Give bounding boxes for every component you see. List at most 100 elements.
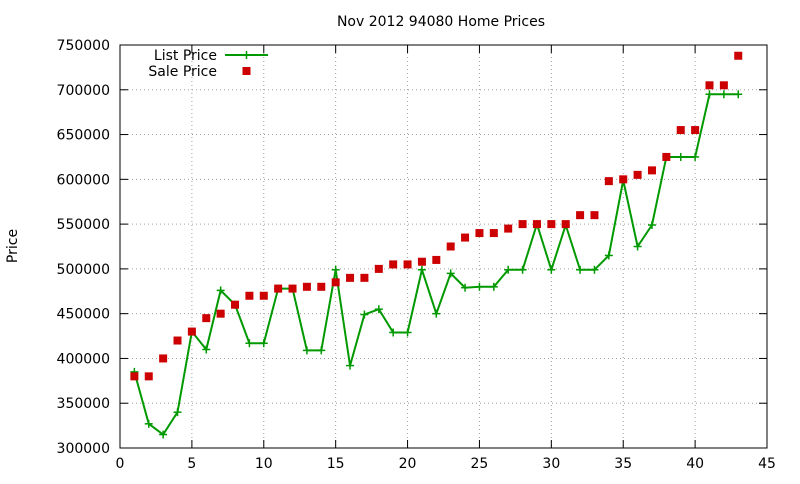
y-tick-label: 550000	[57, 217, 110, 233]
data-point	[662, 152, 671, 161]
data-point	[274, 284, 283, 293]
y-tick-label: 700000	[57, 83, 110, 99]
x-tick-label: 20	[399, 456, 417, 472]
data-point	[144, 419, 153, 428]
x-tick-label: 45	[758, 456, 776, 472]
data-point	[346, 273, 355, 282]
x-tick-label: 15	[327, 456, 345, 472]
data-point	[446, 242, 455, 251]
x-tick-label: 30	[542, 456, 560, 472]
data-point	[719, 90, 728, 99]
y-tick-label: 750000	[57, 38, 110, 54]
data-point	[245, 291, 254, 300]
data-point	[130, 372, 139, 381]
data-point	[604, 177, 613, 186]
y-axis-label: Price	[5, 229, 21, 263]
data-point	[676, 126, 685, 135]
data-point	[576, 211, 585, 220]
data-point	[403, 328, 412, 337]
data-point	[604, 251, 613, 260]
data-point	[705, 90, 714, 99]
data-point	[734, 51, 743, 60]
data-point	[547, 220, 556, 229]
data-point	[360, 310, 369, 319]
x-tick-label: 0	[116, 456, 125, 472]
data-point	[417, 257, 426, 266]
data-point	[590, 265, 599, 274]
legend-label: List Price	[154, 48, 217, 64]
data-point	[489, 229, 498, 238]
y-tick-label: 500000	[57, 262, 110, 278]
data-point	[705, 81, 714, 90]
data-point	[475, 282, 484, 291]
chart-title: Nov 2012 94080 Home Prices	[337, 14, 545, 30]
y-tick-label: 650000	[57, 128, 110, 144]
grid-lines	[120, 45, 767, 448]
data-point	[432, 309, 441, 318]
data-point	[576, 265, 585, 274]
data-series	[130, 51, 743, 439]
data-point	[647, 221, 656, 230]
data-point	[504, 224, 513, 233]
data-point	[691, 152, 700, 161]
data-point	[446, 269, 455, 278]
data-point	[719, 81, 728, 90]
data-point	[216, 309, 225, 318]
series-line	[133, 93, 739, 437]
y-tick-label: 350000	[57, 396, 110, 412]
axes: 300000 350000 400000 450000 500000 550000 6000…	[57, 38, 776, 472]
data-point	[475, 229, 484, 238]
data-point	[187, 327, 196, 336]
data-point	[461, 233, 470, 242]
series-sale-price	[130, 51, 743, 381]
data-point	[561, 220, 570, 229]
series-list-price	[130, 90, 743, 439]
plot-border	[119, 44, 768, 449]
data-point	[633, 170, 642, 179]
data-point	[374, 305, 383, 314]
data-point	[691, 126, 700, 135]
data-point	[403, 260, 412, 269]
data-point	[619, 175, 628, 184]
data-point	[590, 211, 599, 220]
x-tick-label: 10	[255, 456, 273, 472]
data-point	[647, 166, 656, 175]
data-point	[288, 284, 297, 293]
data-point	[259, 339, 268, 348]
data-point	[518, 220, 527, 229]
data-point	[461, 283, 470, 292]
data-point	[202, 314, 211, 323]
data-point	[159, 430, 168, 439]
data-point	[317, 282, 326, 291]
x-tick-label: 25	[471, 456, 489, 472]
data-point	[504, 265, 513, 274]
y-tick-label: 400000	[57, 351, 110, 367]
data-point	[216, 286, 225, 295]
data-point	[389, 260, 398, 269]
y-tick-label: 450000	[57, 307, 110, 323]
legend-marker	[242, 51, 251, 59]
legend-marker	[242, 67, 251, 75]
data-point	[432, 255, 441, 264]
data-point	[374, 264, 383, 273]
data-point	[389, 328, 398, 337]
data-point	[547, 265, 556, 274]
data-point	[302, 282, 311, 291]
data-point	[489, 282, 498, 291]
data-point	[144, 372, 153, 381]
y-tick-label: 600000	[57, 172, 110, 188]
data-point	[231, 300, 240, 309]
data-point	[734, 90, 743, 99]
data-point	[173, 336, 182, 345]
x-tick-label: 5	[187, 456, 196, 472]
data-point	[518, 265, 527, 274]
data-point	[202, 345, 211, 354]
data-point	[173, 408, 182, 417]
x-tick-label: 35	[614, 456, 632, 472]
data-point	[302, 346, 311, 355]
data-point	[633, 242, 642, 251]
data-point	[317, 346, 326, 355]
